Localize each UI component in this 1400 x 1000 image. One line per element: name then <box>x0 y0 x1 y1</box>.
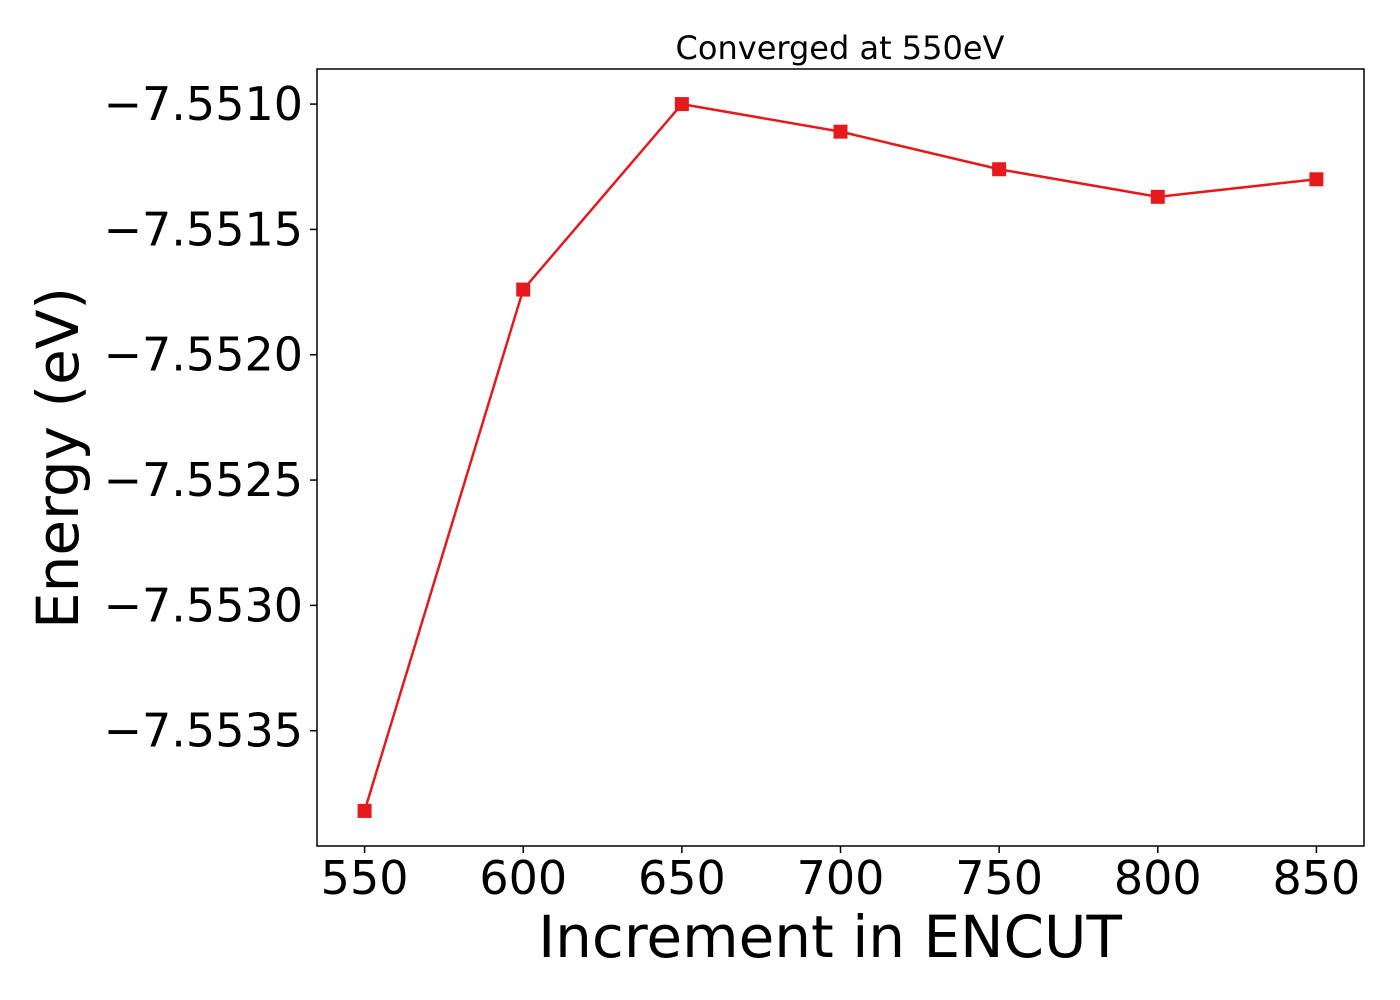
data-point-marker <box>357 803 372 818</box>
x-tick-label: 800 <box>1114 851 1202 905</box>
x-tick-label: 850 <box>1273 851 1361 905</box>
x-tick-label: 600 <box>479 851 567 905</box>
y-axis-label: Energy (eV) <box>24 287 92 629</box>
x-tick-label: 750 <box>955 851 1043 905</box>
y-tick-label: −7.5520 <box>104 328 304 382</box>
x-axis-label: Increment in ENCUT <box>538 903 1122 971</box>
data-point-marker <box>1150 189 1165 204</box>
y-tick-label: −7.5535 <box>104 704 304 758</box>
data-point-marker <box>833 124 848 139</box>
data-point-marker <box>674 97 689 112</box>
y-tick-label: −7.5515 <box>104 202 304 256</box>
data-series <box>357 97 1324 818</box>
x-tick-label: 550 <box>321 851 409 905</box>
x-tick-label: 650 <box>638 851 726 905</box>
y-tick-label: −7.5510 <box>104 77 304 131</box>
y-tick-label: −7.5530 <box>104 578 304 632</box>
chart-title: Converged at 550eV <box>676 29 1005 67</box>
data-point-marker <box>516 282 531 297</box>
data-point-marker <box>1309 172 1324 187</box>
series-line <box>363 102 1317 812</box>
axis-ticks: 550 600 650 700 750 800 850 −7.5535 −7.5530 −7.55… <box>104 77 1361 905</box>
y-tick-label: −7.5525 <box>104 453 304 507</box>
data-point-marker <box>992 162 1007 177</box>
plot-area-frame <box>316 68 1365 847</box>
x-tick-label: 700 <box>797 851 885 905</box>
